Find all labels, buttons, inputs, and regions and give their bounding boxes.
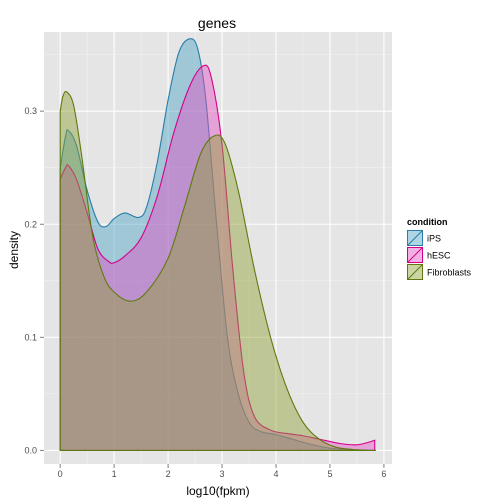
legend-key-slash: [407, 264, 423, 280]
x-axis: 0 1 2 3 4 5 6: [58, 464, 386, 479]
density-areas: [59, 38, 376, 451]
density-area-ips: [59, 38, 376, 451]
y-tick-label: 0.3: [24, 106, 37, 116]
y-tick-label: 0.0: [24, 445, 37, 455]
x-tick-label: 6: [381, 469, 386, 479]
x-tick-label: 2: [166, 469, 171, 479]
chart-title: genes: [198, 15, 236, 31]
x-tick-label: 3: [220, 469, 225, 479]
legend-label-fibroblasts: Fibroblasts: [427, 268, 472, 278]
y-tick-label: 0.2: [24, 219, 37, 229]
legend-key-slash: [407, 230, 423, 246]
legend-label-hesc: hESC: [427, 251, 451, 261]
x-tick-label: 5: [327, 469, 332, 479]
y-axis-title: density: [7, 231, 21, 269]
legend-title: condition: [407, 217, 448, 227]
plot-panel: [44, 32, 392, 464]
minor-gridlines: [44, 32, 392, 464]
x-tick-label: 4: [273, 469, 278, 479]
legend-items: iPS hESC Fibroblasts: [407, 230, 472, 280]
legend-label-ips: iPS: [427, 234, 441, 244]
x-tick-label: 1: [112, 469, 117, 479]
legend: condition iPS hESC Fibroblasts: [407, 217, 472, 280]
y-tick-label: 0.1: [24, 332, 37, 342]
y-axis: 0.0 0.1 0.2 0.3: [24, 106, 44, 455]
x-axis-title: log10(fpkm): [186, 484, 249, 498]
density-area-fibroblasts: [59, 91, 376, 451]
legend-key-slash: [407, 247, 423, 263]
x-tick-label: 0: [58, 469, 63, 479]
